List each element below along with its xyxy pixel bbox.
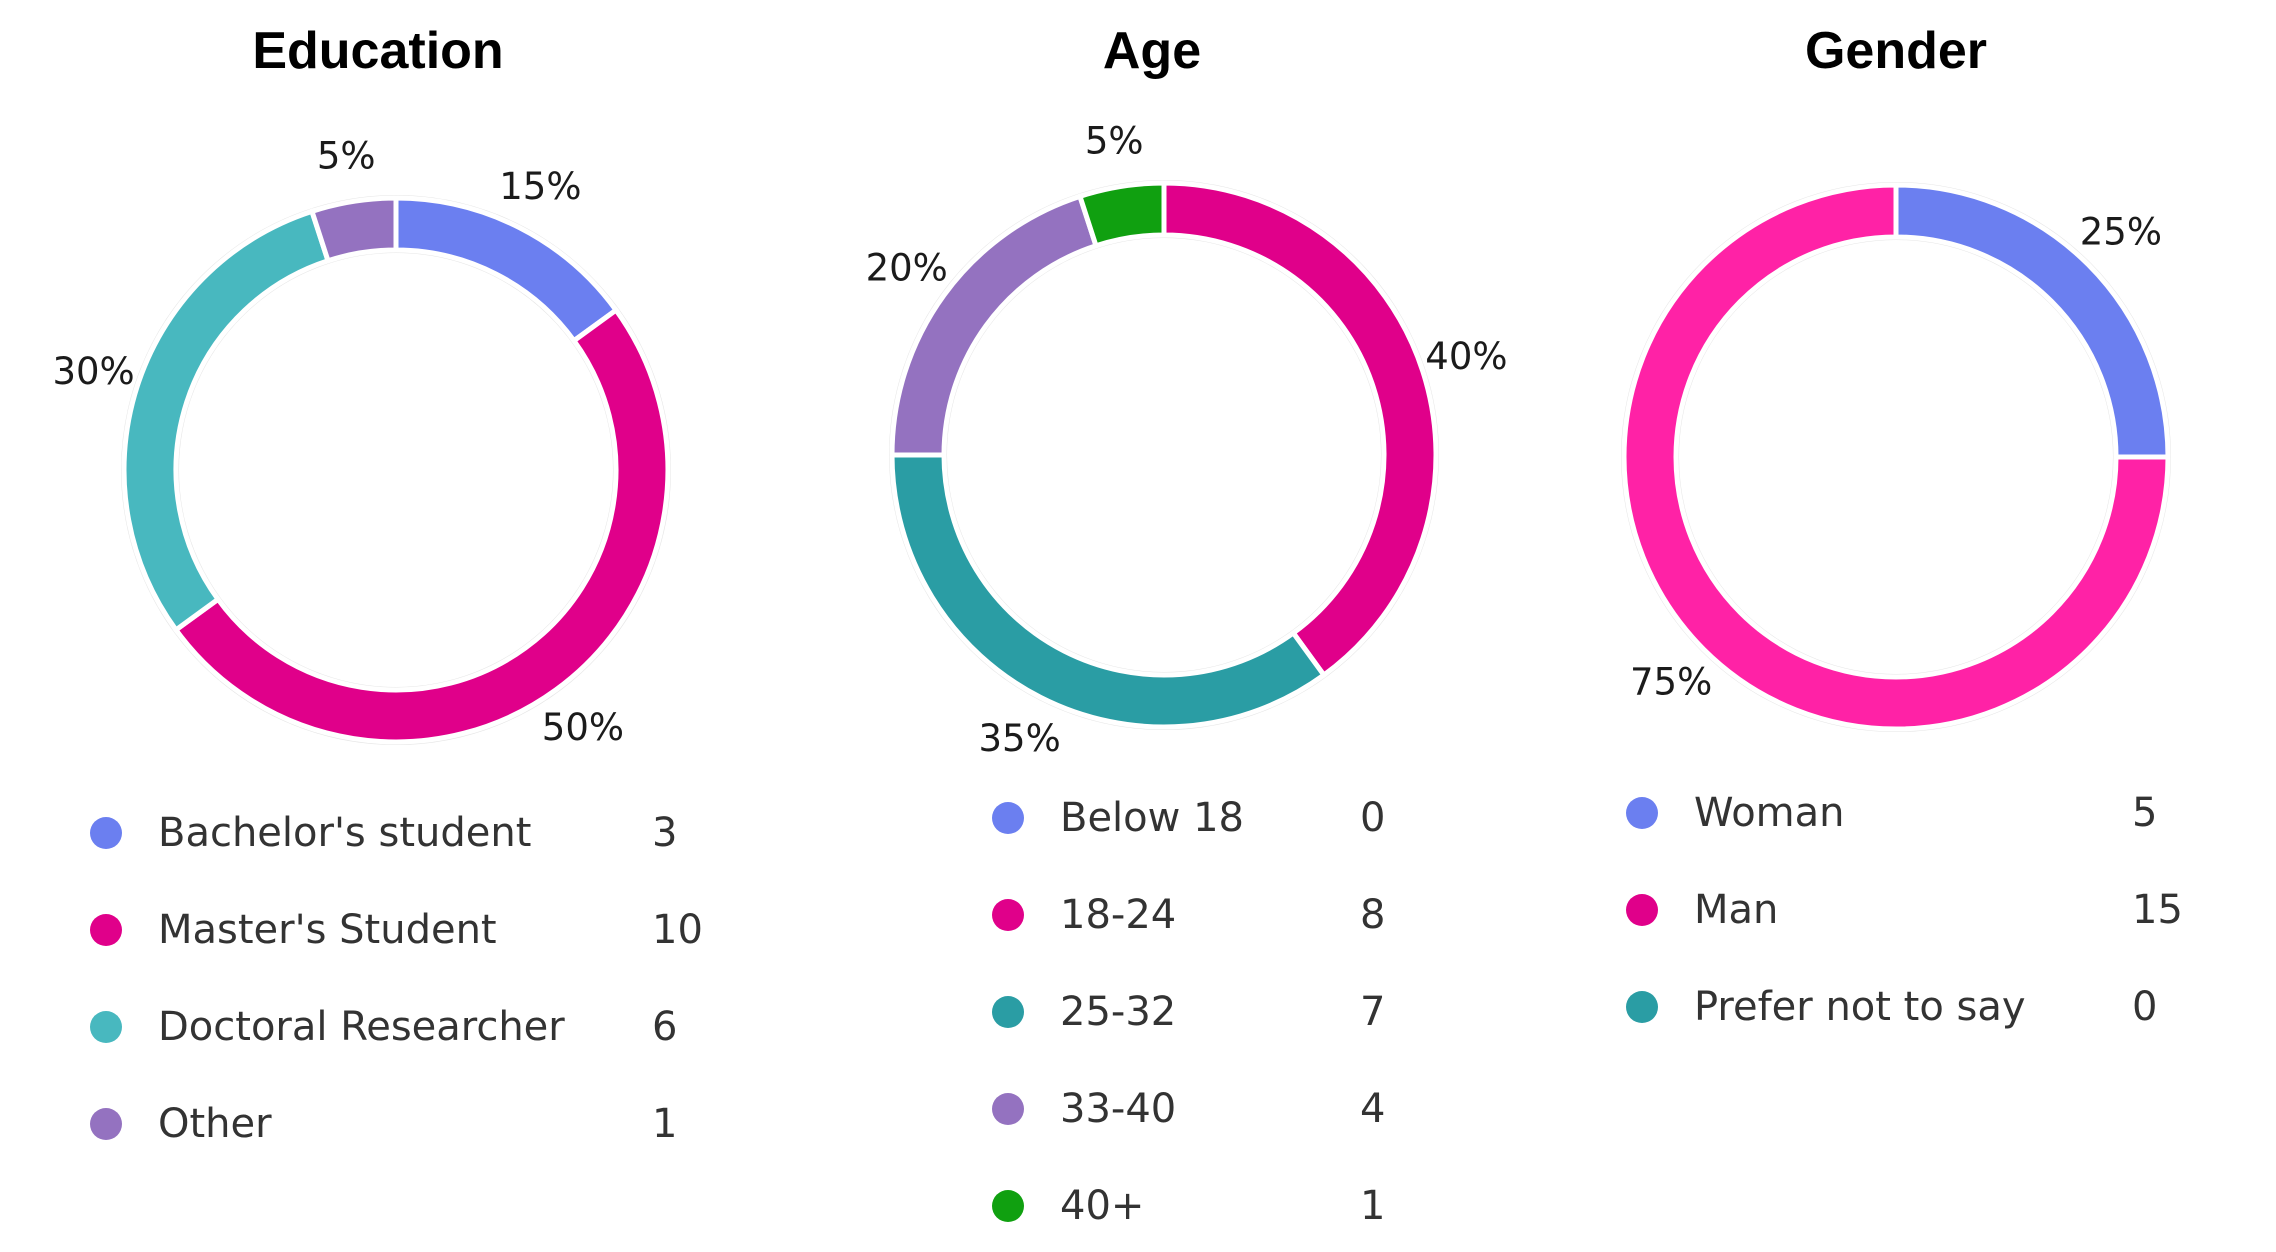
age-legend-label-18-24: 18-24 — [1060, 892, 1176, 938]
age-percent-label-33-40: 20% — [866, 247, 948, 290]
age-legend-item: Below 18 0 — [992, 795, 1385, 841]
age-legend-count-33-40: 4 — [1360, 1086, 1385, 1132]
education-legend-item: Other 1 — [90, 1101, 677, 1147]
age-legend-count-18-24: 8 — [1360, 892, 1385, 938]
education-slice-master-s-student — [172, 306, 671, 745]
gender-legend-swatch-woman — [1626, 797, 1658, 829]
education-legend-count-doctoral-researcher: 6 — [652, 1004, 677, 1050]
age-percent-labels: 40% 35% 20% 5% — [866, 119, 1508, 759]
gender-legend-count-man: 15 — [2132, 887, 2183, 933]
age-legend-swatch-18-24 — [992, 899, 1024, 931]
education-percent-label-other: 5% — [317, 134, 376, 177]
education-donut — [121, 195, 671, 745]
education-slice-bachelor-s-student — [393, 195, 620, 345]
age-legend-label-40: 40+ — [1060, 1183, 1144, 1229]
education-legend-count-bachelor-s-student: 3 — [652, 810, 677, 856]
education-slice-other — [308, 195, 399, 264]
age-legend-item: 25-32 7 — [992, 989, 1385, 1035]
age-legend-item: 40+ 1 — [992, 1183, 1385, 1229]
education-legend-swatch-bachelor-s-student — [90, 817, 122, 849]
education-legend-swatch-doctoral-researcher — [90, 1011, 122, 1043]
gender-legend-item: Prefer not to say 0 — [1626, 984, 2157, 1030]
gender-legend-swatch-man — [1626, 894, 1658, 926]
age-chart: Age 40% 35% 20% 5% Below 18 0 18-24 8 25-32 7 33-… — [866, 22, 1508, 1229]
age-legend-count-below-18: 0 — [1360, 795, 1385, 841]
education-legend-count-other: 1 — [652, 1101, 677, 1147]
education-chart: Education 15% 50% 30% 5% Bachelor's student… — [52, 22, 702, 1147]
education-legend-item: Doctoral Researcher 6 — [90, 1004, 677, 1050]
age-percent-label-18-24: 40% — [1425, 335, 1507, 378]
education-legend-count-master-s-student: 10 — [652, 907, 703, 953]
education-percent-labels: 15% 50% 30% 5% — [52, 134, 624, 748]
age-legend-label-33-40: 33-40 — [1060, 1086, 1176, 1132]
age-legend: Below 18 0 18-24 8 25-32 7 33-40 4 40+ 1 — [992, 795, 1385, 1229]
age-chart-title: Age — [1103, 22, 1201, 80]
age-legend-swatch-40 — [992, 1190, 1024, 1222]
education-slice-doctoral-researcher — [121, 208, 332, 634]
age-legend-item: 18-24 8 — [992, 892, 1385, 938]
age-slice-25-32 — [889, 452, 1328, 730]
gender-chart: Gender 25% 75% Woman 5 Man 15 Prefer not to s… — [1621, 22, 2183, 1030]
gender-percent-label-woman: 25% — [2080, 211, 2162, 254]
education-chart-title: Education — [252, 22, 503, 80]
age-legend-swatch-33-40 — [992, 1093, 1024, 1125]
gender-donut — [1621, 182, 2171, 732]
gender-legend-swatch-prefer-not-to-say — [1626, 991, 1658, 1023]
age-percent-label-40: 5% — [1085, 119, 1144, 162]
gender-legend-item: Woman 5 — [1626, 790, 2157, 836]
gender-percent-label-man: 75% — [1630, 660, 1712, 703]
gender-slice-man — [1621, 182, 2171, 732]
age-slice-18-24 — [1161, 180, 1439, 679]
age-legend-count-40: 1 — [1360, 1183, 1385, 1229]
education-legend-swatch-other — [90, 1108, 122, 1140]
education-legend-label-doctoral-researcher: Doctoral Researcher — [158, 1004, 565, 1050]
age-legend-count-25-32: 7 — [1360, 989, 1385, 1035]
gender-legend-count-woman: 5 — [2132, 790, 2157, 836]
age-legend-item: 33-40 4 — [992, 1086, 1385, 1132]
gender-percent-labels: 25% 75% — [1630, 211, 2162, 704]
gender-legend-label-prefer-not-to-say: Prefer not to say — [1694, 984, 2026, 1030]
education-percent-label-master-s-student: 50% — [542, 706, 624, 749]
age-slice-40 — [1076, 180, 1167, 249]
gender-legend-label-woman: Woman — [1694, 790, 1845, 836]
education-percent-label-doctoral-researcher: 30% — [52, 350, 134, 393]
education-legend-label-bachelor-s-student: Bachelor's student — [158, 810, 531, 856]
gender-legend-label-man: Man — [1694, 887, 1778, 933]
age-percent-label-25-32: 35% — [979, 717, 1061, 760]
age-legend-label-below-18: Below 18 — [1060, 795, 1244, 841]
education-legend-item: Master's Student 10 — [90, 907, 703, 953]
age-slice-33-40 — [889, 193, 1100, 458]
age-legend-swatch-below-18 — [992, 802, 1024, 834]
gender-legend-count-prefer-not-to-say: 0 — [2132, 984, 2157, 1030]
age-legend-swatch-25-32 — [992, 996, 1024, 1028]
education-legend: Bachelor's student 3 Master's Student 10 Doc… — [90, 810, 703, 1147]
education-legend-swatch-master-s-student — [90, 914, 122, 946]
education-legend-label-other: Other — [158, 1101, 272, 1147]
age-legend-label-25-32: 25-32 — [1060, 989, 1176, 1035]
gender-legend-item: Man 15 — [1626, 887, 2183, 933]
education-percent-label-bachelor-s-student: 15% — [499, 165, 581, 208]
education-legend-label-master-s-student: Master's Student — [158, 907, 497, 953]
age-donut — [889, 180, 1439, 730]
gender-legend: Woman 5 Man 15 Prefer not to say 0 — [1626, 790, 2183, 1030]
education-legend-item: Bachelor's student 3 — [90, 810, 677, 856]
gender-chart-title: Gender — [1805, 22, 1987, 80]
